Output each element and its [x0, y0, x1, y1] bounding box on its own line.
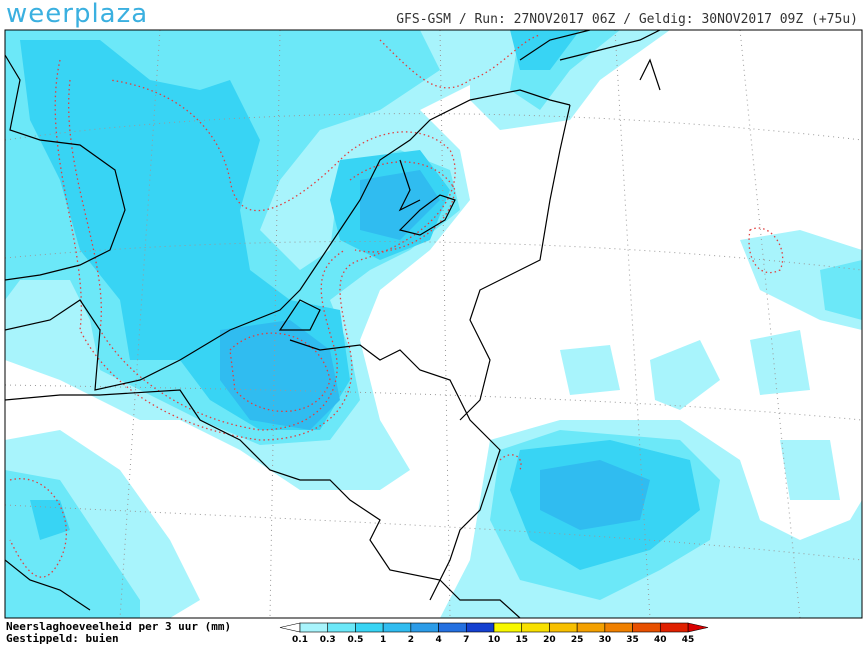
legend-title: Neerslaghoeveelheid per 3 uur (mm): [6, 620, 231, 633]
colorbar-box: [327, 622, 356, 633]
colorbar-box: [632, 622, 661, 633]
colorbar-label: 4: [435, 635, 441, 645]
colorbar-low: [279, 622, 301, 633]
colorbar-high: [687, 622, 709, 633]
colorbar-label: 0.3: [320, 635, 336, 645]
colorbar: 0.1 0.3 0.5 1 2 4 7 10 15 20 25 30 35 40 45: [279, 622, 709, 645]
colorbar-box: [382, 622, 412, 633]
colorbar-label: 30: [599, 635, 612, 645]
colorbar-label: 0.1: [292, 635, 308, 645]
colorbar-label: 0.5: [347, 635, 363, 645]
colorbar-box: [493, 622, 523, 633]
colorbar-box: [521, 622, 550, 633]
legend-note: Gestippeld: buien: [6, 632, 119, 645]
colorbar-label: 7: [463, 635, 469, 645]
colorbar-label: 15: [515, 635, 528, 645]
colorbar-box: [299, 622, 329, 633]
map: [4, 29, 863, 619]
colorbar-label: 25: [571, 635, 584, 645]
colorbar-box: [604, 622, 633, 633]
colorbar-box: [576, 622, 606, 633]
colorbar-label: 35: [626, 635, 639, 645]
colorbar-label: 20: [543, 635, 556, 645]
colorbar-label: 1: [380, 635, 386, 645]
run-info: GFS-GSM / Run: 27NOV2017 06Z / Geldig: 3…: [396, 12, 858, 27]
logo: weerplaza: [6, 0, 148, 29]
colorbar-box: [549, 622, 578, 633]
colorbar-label: 10: [488, 635, 501, 645]
colorbar-label: 45: [682, 635, 695, 645]
colorbar-box: [410, 622, 439, 633]
colorbar-box: [438, 622, 467, 633]
colorbar-label: 40: [654, 635, 667, 645]
colorbar-box: [659, 622, 689, 633]
colorbar-label: 2: [408, 635, 414, 645]
colorbar-box: [465, 622, 495, 633]
colorbar-box: [355, 622, 384, 633]
